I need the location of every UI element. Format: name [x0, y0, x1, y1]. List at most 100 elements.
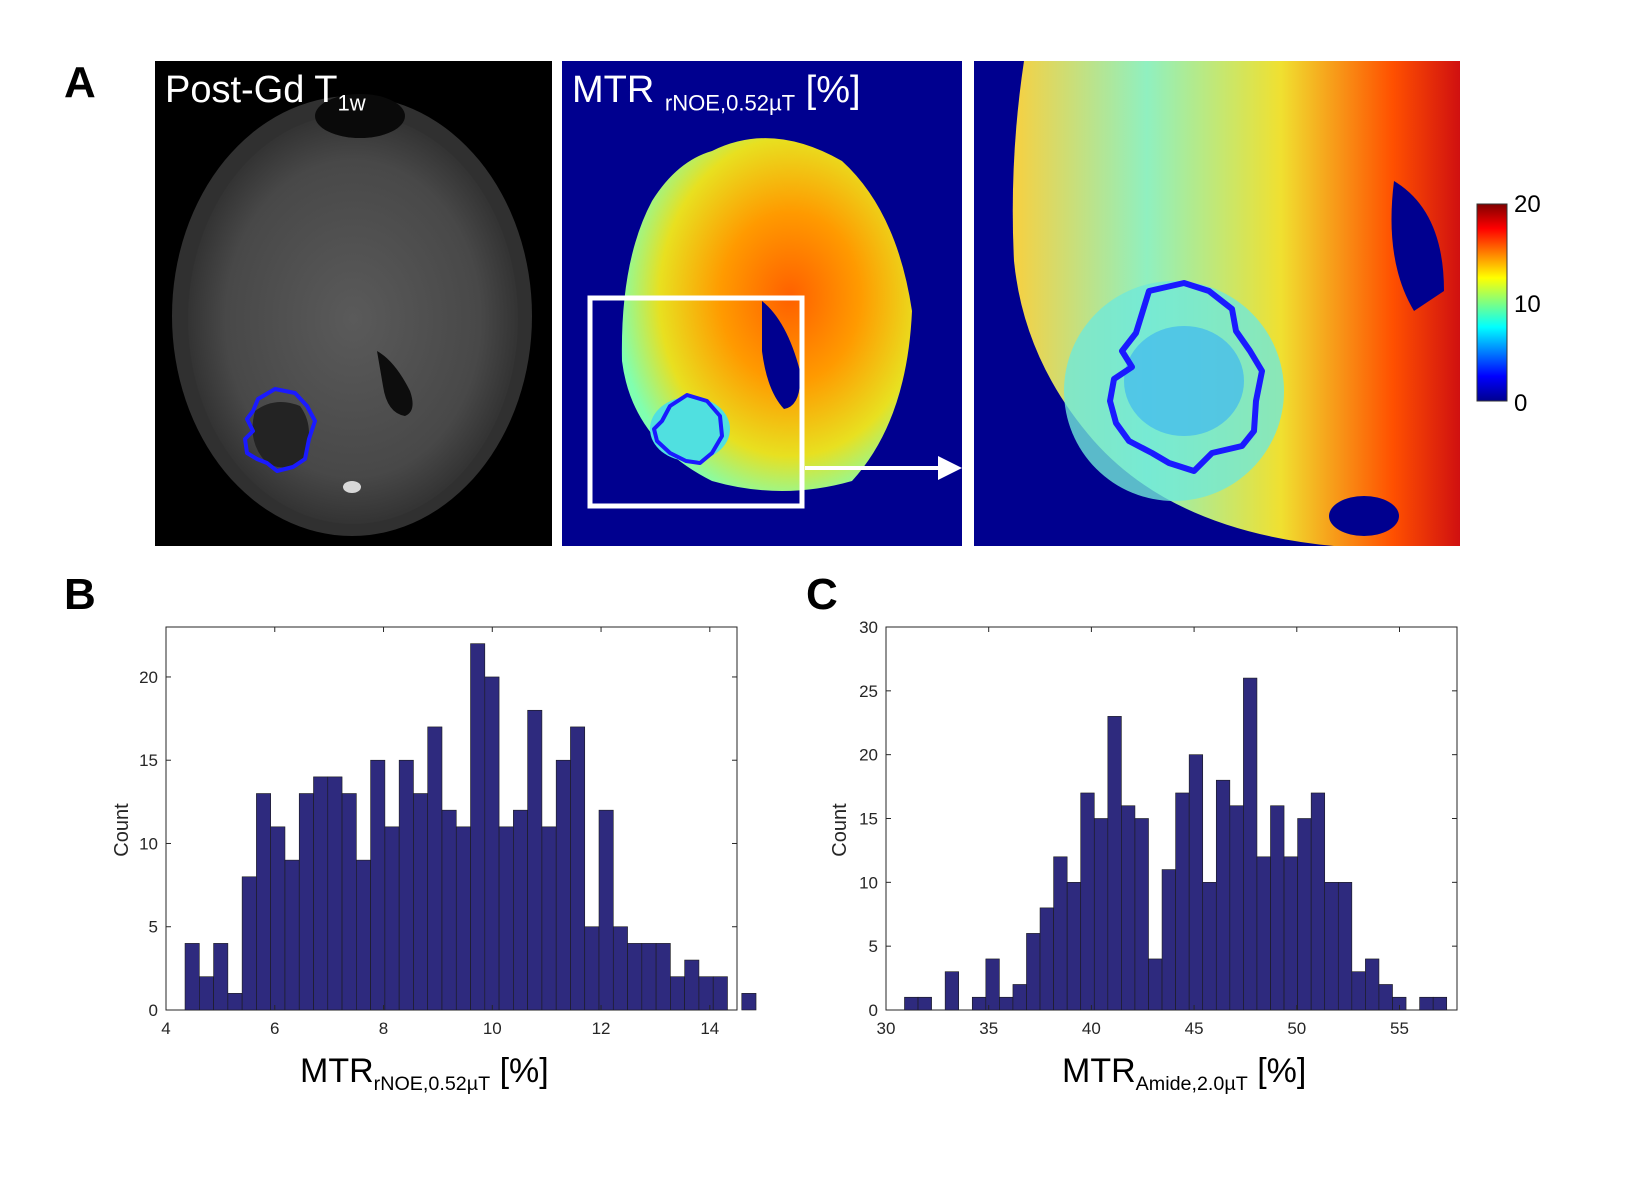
histogram-c-bar: [1432, 996, 1448, 1011]
histogram-c-bar: [1121, 805, 1136, 1011]
histogram-b-bar: [427, 726, 443, 1011]
histogram-c-bar: [1026, 933, 1041, 1011]
histogram-b-xtick-label: 10: [483, 1019, 502, 1038]
histogram-c-xtick-label: 30: [877, 1019, 896, 1038]
histogram-c-ytick-label: 30: [859, 618, 878, 637]
histogram-c-bar: [1337, 882, 1353, 1011]
histogram-c-bar: [1066, 882, 1082, 1011]
mtr-label: MTR rNOE,0.52µT [%]: [572, 69, 861, 116]
histogram-b-bar: [313, 776, 329, 1011]
histogram-b-bar: [712, 976, 728, 1011]
histogram-b-bar: [698, 976, 714, 1011]
histogram-c-bar: [1365, 958, 1380, 1011]
histogram-c-bar: [1188, 754, 1204, 1011]
histogram-c-ytick-label: 20: [859, 746, 878, 765]
mtr-brain-map: [587, 138, 912, 509]
histogram-b-bar: [498, 826, 514, 1011]
histogram-b-xtick-label: 4: [161, 1019, 170, 1038]
histogram-c-ytick-label: 0: [869, 1001, 878, 1020]
histogram-c-xtick-label: 50: [1287, 1019, 1306, 1038]
colorbar: 20 10 0: [1476, 195, 1541, 415]
histogram-b: Count 4 6 8 10 12 14 0 5 10 15 20: [111, 626, 757, 1038]
histogram-c-bar: [1229, 805, 1244, 1011]
histogram-c-xtick-label: 45: [1185, 1019, 1204, 1038]
histogram-b-bar: [555, 759, 571, 1011]
histogram-b-bar: [213, 943, 229, 1011]
histogram-c-bar: [1161, 869, 1176, 1011]
histogram-c-bar: [1256, 856, 1271, 1011]
zoom-core-region: [1124, 326, 1244, 436]
histogram-b-bar: [627, 943, 643, 1011]
t1w-label: Post-Gd T1w: [165, 69, 366, 116]
zoom-map-panel: [974, 61, 1460, 546]
zoom-box: [587, 295, 805, 509]
histogram-b-bar: [241, 876, 257, 1011]
panel-letter-c: C: [806, 570, 838, 619]
histogram-c-bar: [1134, 818, 1149, 1011]
colorbar-tick-0: 0: [1514, 390, 1527, 415]
histogram-c-bar: [1378, 984, 1393, 1011]
histogram-b-ytick-label: 0: [149, 1001, 158, 1020]
histogram-c-bar: [1039, 907, 1054, 1011]
histogram-b-bar: [356, 859, 371, 1011]
histogram-c-bar: [1297, 818, 1312, 1011]
histogram-b-bar: [670, 976, 685, 1011]
histogram-b-bar: [327, 776, 343, 1011]
histogram-b-ytick-label: 5: [149, 918, 158, 937]
histogram-b-bar: [384, 826, 400, 1011]
lesion-region: [252, 402, 309, 468]
frontal-sinus: [315, 94, 405, 138]
histogram-c-bar: [1107, 716, 1122, 1011]
histogram-c-bar: [1080, 792, 1095, 1011]
histogram-b-bar: [455, 826, 471, 1011]
brain-tissue: [188, 114, 518, 524]
histogram-b-xtick-label: 8: [379, 1019, 388, 1038]
histogram-c-xlabel: MTRAmide,2.0µT [%]: [1062, 1052, 1307, 1095]
histogram-b-ytick-label: 20: [139, 668, 158, 687]
colorbar-scale: [1476, 203, 1508, 402]
histogram-c-ytick-label: 25: [859, 682, 878, 701]
histogram-c-bar: [971, 996, 987, 1011]
zoom-dark-pocket: [1391, 181, 1444, 311]
histogram-b-bar: [341, 793, 357, 1011]
histogram-c-bar: [1310, 792, 1326, 1011]
zoom-brain-map: [1012, 61, 1460, 546]
histogram-b-bar: [298, 793, 314, 1011]
histogram-b-bar: [284, 859, 300, 1011]
histogram-b-bar: [684, 959, 700, 1011]
histogram-c-ylabel: Count: [829, 803, 851, 857]
histogram-c-bar: [1148, 958, 1163, 1011]
histogram-b-bar: [527, 709, 543, 1011]
panel-letter-a: A: [64, 58, 96, 107]
histogram-b-bar: [199, 976, 214, 1011]
colorbar-tick-10: 10: [1514, 291, 1541, 318]
histogram-b-xtick-label: 6: [270, 1019, 279, 1038]
histogram-c-bar: [1093, 818, 1109, 1011]
histogram-b-bar: [270, 826, 286, 1011]
histogram-b-bar: [655, 943, 671, 1011]
colorbar-tick-20: 20: [1514, 195, 1541, 218]
histogram-b-bar: [741, 993, 757, 1011]
histogram-b-bar: [484, 676, 500, 1011]
zoom-dark-spot: [1329, 496, 1399, 536]
histogram-c-bar: [1053, 856, 1068, 1011]
histogram-b-bar: [470, 643, 486, 1011]
histogram-c-xtick-label: 55: [1390, 1019, 1409, 1038]
histogram-c-bar: [1215, 779, 1231, 1011]
histogram-c-bar: [1351, 971, 1366, 1011]
histogram-c-bar: [1324, 882, 1339, 1011]
histogram-b-bar: [584, 926, 600, 1011]
histogram-c-bar: [917, 996, 932, 1011]
histogram-c-bar: [944, 971, 960, 1011]
zoom-arrow: [805, 456, 962, 480]
histogram-b-bar: [256, 793, 271, 1011]
histogram-c-bar: [999, 996, 1014, 1011]
histogram-c-bar: [1175, 792, 1190, 1011]
histogram-b-ytick-label: 10: [139, 834, 158, 853]
histogram-b-xtick-label: 14: [700, 1019, 719, 1038]
mtr-map-panel: MTR rNOE,0.52µT [%]: [562, 61, 962, 546]
histogram-b-bar: [513, 809, 528, 1011]
histogram-c-bar: [1270, 805, 1285, 1011]
panel-letter-b: B: [64, 570, 96, 619]
histogram-b-bar: [413, 793, 429, 1011]
